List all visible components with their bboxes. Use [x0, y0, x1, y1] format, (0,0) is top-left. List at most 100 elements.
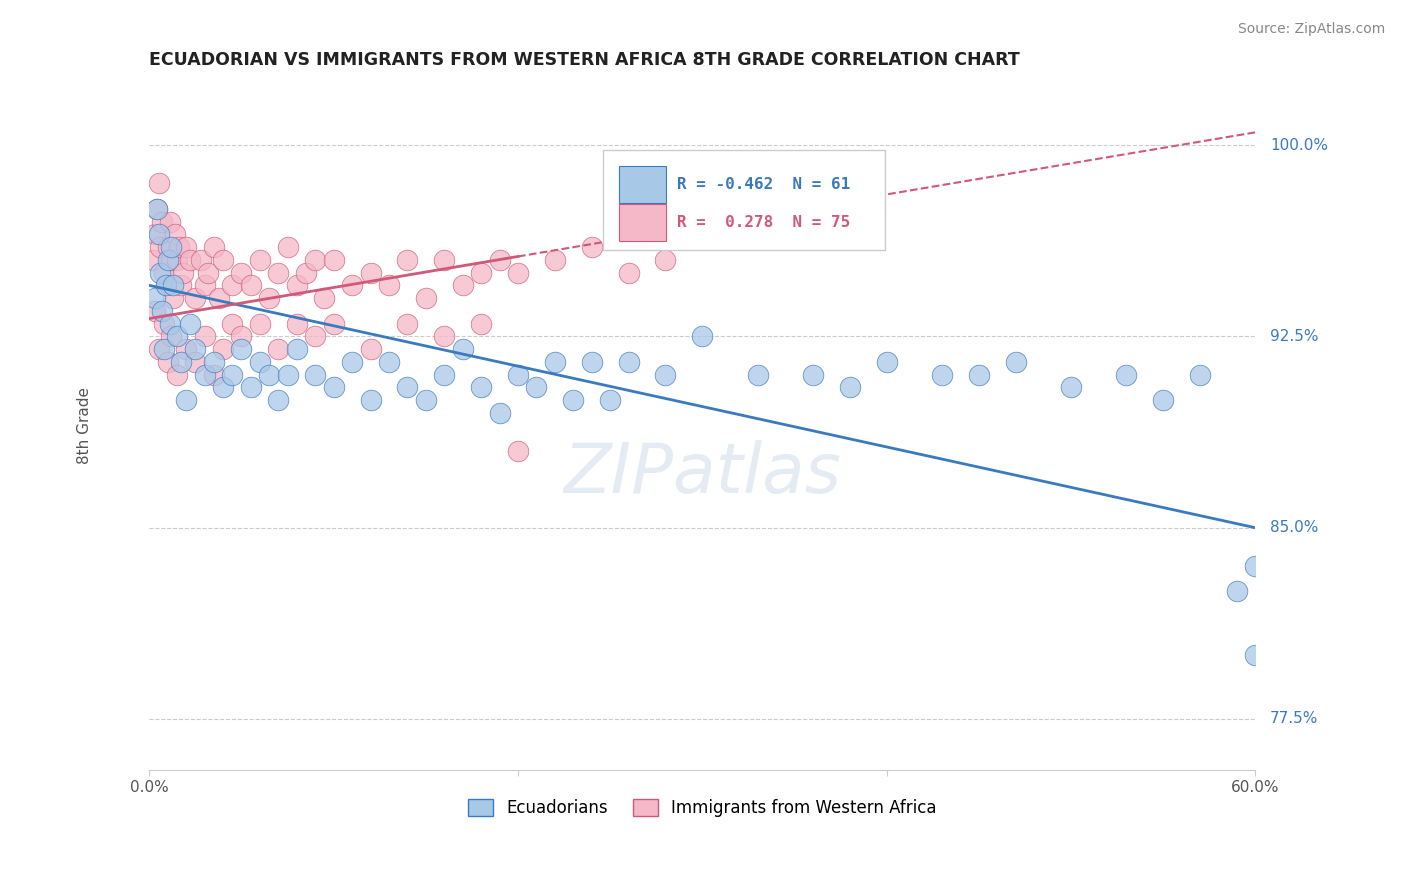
- Point: [221, 278, 243, 293]
- Point: [322, 380, 344, 394]
- Text: 100.0%: 100.0%: [1270, 137, 1327, 153]
- Point: [142, 252, 165, 267]
- Point: [451, 342, 474, 356]
- Point: [267, 342, 290, 356]
- Point: [153, 317, 176, 331]
- Point: [838, 380, 860, 394]
- Point: [581, 355, 603, 369]
- Point: [267, 266, 290, 280]
- Point: [212, 342, 235, 356]
- Point: [1152, 393, 1174, 408]
- Text: R =  0.278  N = 75: R = 0.278 N = 75: [676, 215, 851, 230]
- Point: [249, 355, 271, 369]
- Point: [212, 380, 235, 394]
- Point: [156, 355, 179, 369]
- Point: [194, 368, 217, 382]
- Point: [277, 368, 299, 382]
- FancyBboxPatch shape: [619, 166, 666, 203]
- Point: [360, 393, 382, 408]
- Point: [184, 342, 207, 356]
- Point: [149, 266, 172, 280]
- Point: [166, 368, 188, 382]
- Point: [159, 214, 181, 228]
- Point: [145, 202, 167, 216]
- Point: [257, 368, 280, 382]
- Point: [690, 329, 713, 343]
- Point: [470, 266, 492, 280]
- Point: [267, 393, 290, 408]
- FancyBboxPatch shape: [603, 150, 884, 250]
- Text: Source: ZipAtlas.com: Source: ZipAtlas.com: [1237, 22, 1385, 37]
- Point: [470, 317, 492, 331]
- Point: [148, 342, 170, 356]
- Point: [396, 317, 419, 331]
- Point: [295, 266, 318, 280]
- Point: [149, 240, 172, 254]
- Point: [396, 252, 419, 267]
- Point: [179, 252, 201, 267]
- Point: [221, 368, 243, 382]
- Point: [257, 291, 280, 305]
- Legend: Ecuadorians, Immigrants from Western Africa: Ecuadorians, Immigrants from Western Afr…: [461, 792, 943, 823]
- Point: [166, 329, 188, 343]
- Point: [174, 240, 197, 254]
- Point: [506, 444, 529, 458]
- Point: [506, 368, 529, 382]
- Point: [194, 329, 217, 343]
- Point: [156, 240, 179, 254]
- Point: [231, 266, 253, 280]
- Point: [239, 380, 262, 394]
- Point: [931, 368, 953, 382]
- Point: [544, 252, 567, 267]
- Point: [378, 278, 401, 293]
- Point: [166, 252, 188, 267]
- Point: [654, 252, 676, 267]
- Point: [202, 240, 225, 254]
- Point: [212, 252, 235, 267]
- Point: [208, 291, 231, 305]
- Point: [506, 266, 529, 280]
- Point: [249, 317, 271, 331]
- Point: [617, 266, 640, 280]
- Point: [360, 342, 382, 356]
- Point: [488, 252, 510, 267]
- Point: [340, 355, 363, 369]
- Point: [174, 342, 197, 356]
- Point: [172, 266, 194, 280]
- Point: [967, 368, 990, 382]
- Point: [194, 278, 217, 293]
- Point: [470, 380, 492, 394]
- Point: [148, 177, 170, 191]
- Point: [155, 278, 177, 293]
- Point: [155, 278, 177, 293]
- Point: [231, 329, 253, 343]
- Point: [304, 368, 326, 382]
- Point: [599, 393, 621, 408]
- Point: [378, 355, 401, 369]
- Point: [433, 368, 456, 382]
- Point: [360, 266, 382, 280]
- Point: [581, 240, 603, 254]
- Point: [162, 291, 184, 305]
- Point: [143, 291, 166, 305]
- Point: [876, 355, 898, 369]
- Point: [654, 368, 676, 382]
- Point: [314, 291, 336, 305]
- Point: [451, 278, 474, 293]
- Point: [165, 227, 187, 242]
- Point: [747, 368, 769, 382]
- Point: [304, 329, 326, 343]
- Point: [285, 342, 308, 356]
- Point: [167, 240, 190, 254]
- FancyBboxPatch shape: [619, 204, 666, 241]
- Point: [162, 278, 184, 293]
- Point: [433, 329, 456, 343]
- Point: [150, 214, 173, 228]
- Text: 8th Grade: 8th Grade: [77, 387, 93, 464]
- Text: 92.5%: 92.5%: [1270, 329, 1319, 344]
- Point: [148, 227, 170, 242]
- Text: ZIPatlas: ZIPatlas: [564, 441, 841, 508]
- Point: [433, 252, 456, 267]
- Point: [1244, 648, 1267, 663]
- Point: [396, 380, 419, 394]
